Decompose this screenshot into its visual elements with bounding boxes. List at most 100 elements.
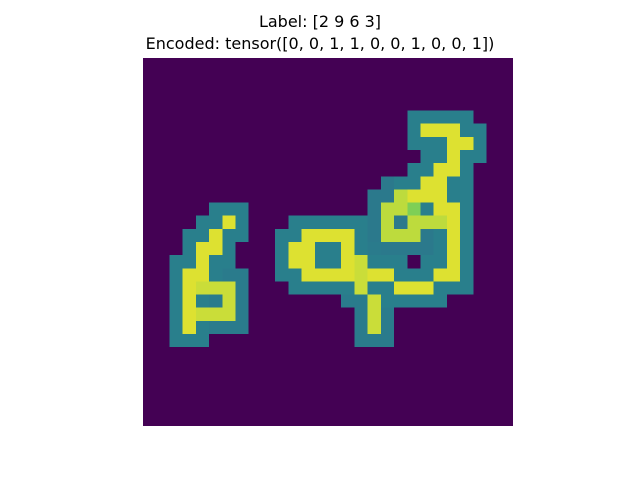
figure-title-encoded: Encoded: tensor([0, 0, 1, 1, 0, 0, 1, 0,…: [145, 34, 495, 53]
image-pixel: [433, 242, 447, 256]
image-pixel: [222, 202, 236, 216]
image-pixel: [288, 215, 302, 229]
image-pixel: [367, 281, 381, 295]
image-pixel: [182, 228, 196, 242]
image-pixel: [209, 228, 223, 242]
image-pixel: [195, 307, 210, 321]
image-pixel: [394, 215, 408, 229]
image-pixel: [288, 268, 302, 282]
image-pixel: [446, 242, 461, 256]
image-pixel: [235, 307, 249, 321]
image-pixel: [380, 334, 395, 348]
image-pixel: [446, 202, 461, 216]
image-pixel: [182, 294, 196, 308]
image-pixel: [380, 202, 395, 216]
image-pixel: [301, 228, 315, 242]
image-pixel: [407, 123, 421, 137]
image-pixel: [380, 228, 395, 242]
image-pixel: [367, 242, 381, 256]
image-pixel: [433, 228, 447, 242]
image-pixel: [407, 215, 421, 229]
image-pixel: [367, 202, 381, 216]
image-pixel: [407, 163, 421, 177]
image-pixel: [288, 228, 302, 242]
image-pixel: [182, 320, 196, 334]
image-pixel: [169, 334, 183, 348]
image-pixel: [460, 136, 474, 150]
image-pixel: [235, 320, 249, 334]
image-pixel: [380, 281, 395, 295]
image-pixel: [209, 215, 223, 229]
image-pixel: [460, 242, 474, 256]
mnist-digit-image: [143, 58, 513, 426]
image-pixel: [341, 255, 355, 269]
image-pixel: [420, 150, 434, 164]
image-pixel: [235, 228, 249, 242]
image-pixel: [341, 281, 355, 295]
image-pixel: [222, 294, 236, 308]
image-pixel: [169, 320, 183, 334]
image-pixel: [420, 215, 434, 229]
image-pixel: [209, 268, 223, 282]
image-pixel: [407, 202, 421, 216]
image-pixel: [354, 228, 368, 242]
image-pixel: [420, 268, 434, 282]
image-pixel: [301, 215, 315, 229]
image-pixel: [420, 163, 434, 177]
image-pixel: [341, 228, 355, 242]
image-pixel: [301, 242, 315, 256]
image-pixel: [420, 294, 434, 308]
image-pixel: [367, 268, 381, 282]
image-pixel: [209, 307, 223, 321]
image-pixel: [182, 307, 196, 321]
image-pixel: [169, 294, 183, 308]
image-pixel: [407, 176, 421, 190]
image-pixel: [209, 202, 223, 216]
image-pixel: [367, 228, 381, 242]
image-pixel: [275, 255, 289, 269]
image-pixel: [275, 242, 289, 256]
image-pixel: [301, 268, 315, 282]
image-pixel: [407, 189, 421, 203]
image-pixel: [433, 150, 447, 164]
image-pixel: [460, 255, 474, 269]
image-pixel: [195, 215, 210, 229]
image-pixel: [420, 242, 434, 256]
image-pixel: [446, 110, 461, 124]
image-pixel: [420, 202, 434, 216]
image-pixel: [222, 255, 236, 269]
image-pixel: [314, 215, 328, 229]
image-pixel: [460, 163, 474, 177]
image-pixel: [354, 215, 368, 229]
image-pixel: [354, 334, 368, 348]
image-pixel: [433, 136, 447, 150]
image-pixel: [182, 268, 196, 282]
image-pixel: [195, 294, 210, 308]
image-pixel: [209, 320, 223, 334]
image-pixel: [433, 110, 447, 124]
image-pixel: [460, 189, 474, 203]
image-pixel: [195, 268, 210, 282]
image-pixel: [420, 189, 434, 203]
image-pixel: [367, 334, 381, 348]
image-pixel: [328, 281, 342, 295]
image-pixel: [433, 255, 447, 269]
image-pixel: [367, 320, 381, 334]
image-pixel: [367, 307, 381, 321]
image-pixel: [222, 242, 236, 256]
image-pixel: [420, 136, 434, 150]
image-pixel: [235, 215, 249, 229]
image-pixel: [288, 281, 302, 295]
image-pixel: [222, 307, 236, 321]
image-pixel: [460, 123, 474, 137]
image-pixel: [235, 202, 249, 216]
image-pixel: [460, 150, 474, 164]
image-pixel: [407, 136, 421, 150]
image-pixel: [420, 176, 434, 190]
image-pixel: [354, 307, 368, 321]
image-pixel: [473, 123, 487, 137]
image-pixel: [341, 294, 355, 308]
image-pixel: [380, 189, 395, 203]
image-pixel: [314, 228, 328, 242]
image-pixel: [195, 334, 210, 348]
